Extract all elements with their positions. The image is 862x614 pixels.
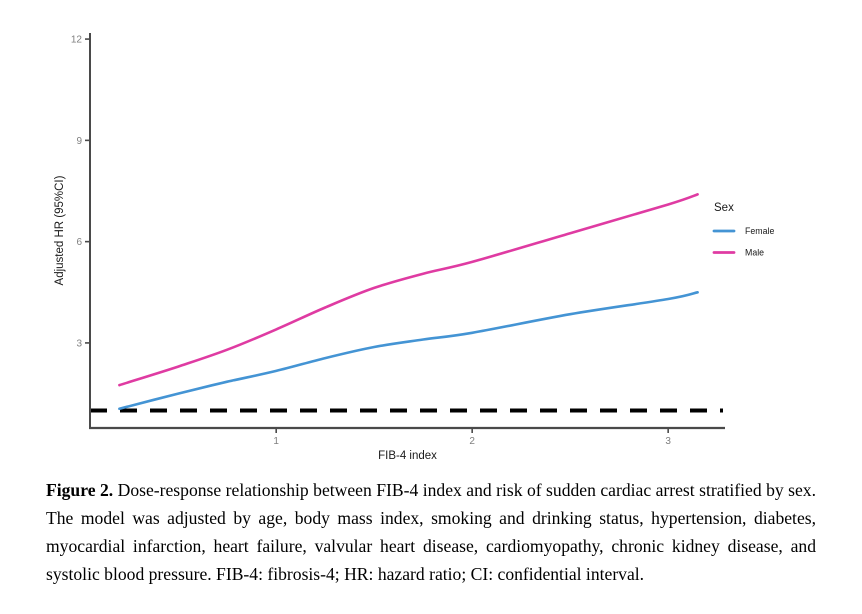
caption-label: Figure 2. (46, 480, 114, 500)
y-tick-label: 3 (76, 338, 82, 349)
x-tick-label: 1 (273, 436, 279, 447)
dose-response-chart: 3 6 9 12 1 2 3 FIB-4 index Adjusted HR (95%CI) Se… (54, 33, 774, 462)
x-tick-label: 2 (469, 436, 475, 447)
y-tick-label: 9 (76, 136, 82, 147)
figure-caption: Figure 2. Dose-response relationship bet… (46, 476, 816, 588)
y-axis-title: Adjusted HR (95%CI) (54, 175, 66, 285)
figure-2: 3 6 9 12 1 2 3 FIB-4 index Adjusted HR (95%CI) Se… (46, 33, 816, 588)
legend-label-male: Male (745, 248, 764, 258)
y-tick-label: 6 (76, 237, 82, 248)
legend-title: Sex (714, 202, 734, 214)
x-tick-label: 3 (665, 436, 671, 447)
caption-text: Dose-response relationship between FIB-4… (46, 480, 816, 584)
series-line-male (118, 193, 699, 387)
series-line-female (118, 291, 699, 411)
x-axis-title: FIB-4 index (378, 450, 437, 462)
y-tick-label: 12 (71, 35, 83, 46)
legend-label-female: Female (745, 226, 774, 236)
